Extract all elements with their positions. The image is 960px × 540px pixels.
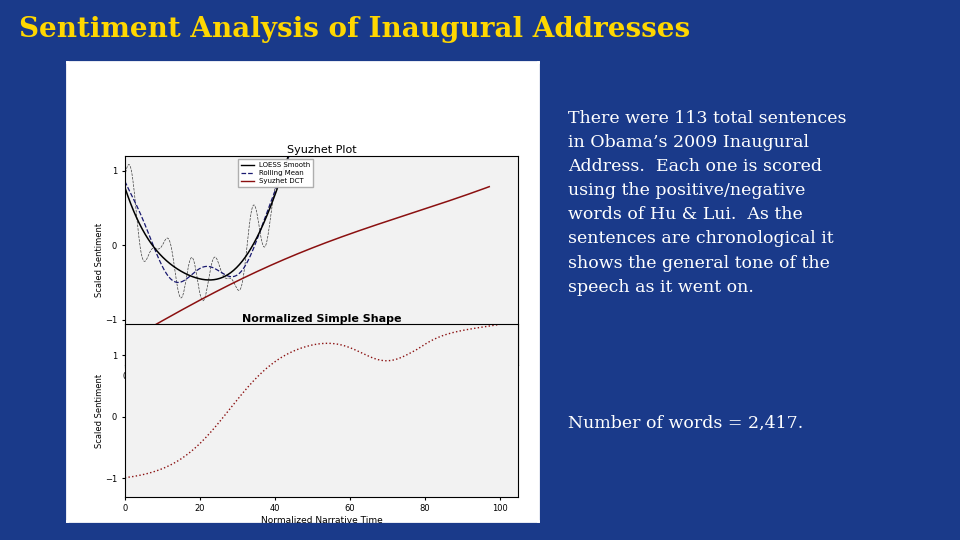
- Text: There were 113 total sentences
in Obama’s 2009 Inaugural
Address.  Each one is s: There were 113 total sentences in Obama’…: [567, 110, 847, 296]
- X-axis label: Full Narrative Time: Full Narrative Time: [278, 384, 365, 393]
- Y-axis label: Scaled Sentiment: Scaled Sentiment: [94, 374, 104, 448]
- Y-axis label: Scaled Sentiment: Scaled Sentiment: [94, 223, 104, 297]
- Text: Sentiment Analysis of Inaugural Addresses: Sentiment Analysis of Inaugural Addresse…: [19, 16, 690, 43]
- Text: Number of words = 2,417.: Number of words = 2,417.: [567, 414, 803, 431]
- X-axis label: Normalized Narrative Time: Normalized Narrative Time: [261, 516, 382, 525]
- Title: Normalized Simple Shape: Normalized Simple Shape: [242, 314, 401, 323]
- Legend: LOESS Smooth, Rolling Mean, Syuzhet DCT: LOESS Smooth, Rolling Mean, Syuzhet DCT: [238, 159, 313, 187]
- Title: Syuzhet Plot: Syuzhet Plot: [287, 145, 356, 155]
